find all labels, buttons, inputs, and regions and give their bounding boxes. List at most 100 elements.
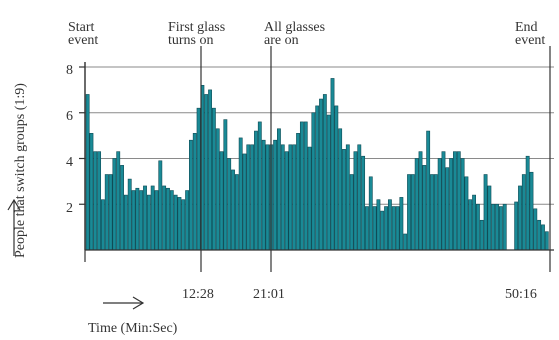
bar xyxy=(384,206,388,251)
bar xyxy=(192,133,197,251)
bar xyxy=(361,155,366,251)
bar xyxy=(234,174,239,251)
bar xyxy=(211,107,216,251)
bar xyxy=(353,151,358,251)
x-tick-label-50-16: 50:16 xyxy=(505,287,537,302)
bar xyxy=(265,144,270,251)
bar xyxy=(162,185,167,251)
bar xyxy=(521,174,526,251)
bar xyxy=(215,128,220,251)
bar xyxy=(101,199,105,251)
bar xyxy=(219,151,224,251)
bar xyxy=(441,151,446,251)
bar xyxy=(525,155,530,251)
y-tick-label-4: 4 xyxy=(66,155,73,170)
bar xyxy=(257,121,262,251)
bar xyxy=(334,105,339,251)
event-label-first-glass: First glass turns on xyxy=(168,20,229,48)
bar xyxy=(338,128,343,251)
bar xyxy=(387,199,392,251)
bar xyxy=(89,133,94,251)
bar xyxy=(518,185,522,251)
bar xyxy=(150,185,155,251)
bar xyxy=(97,151,102,251)
bar xyxy=(483,174,488,251)
bar xyxy=(380,210,385,251)
bar xyxy=(537,219,542,251)
bar xyxy=(204,94,209,251)
up-arrow-icon xyxy=(7,198,21,256)
bar xyxy=(273,139,278,251)
x-tick-label-21-01: 21:01 xyxy=(253,287,285,302)
bar xyxy=(541,224,545,251)
event-label-end: End event xyxy=(515,20,545,48)
bar xyxy=(368,176,373,251)
bar xyxy=(303,121,308,251)
bar xyxy=(196,107,201,251)
bar xyxy=(529,171,534,251)
event-label-all-glasses: All glasses are on xyxy=(264,20,329,48)
bar xyxy=(158,160,163,251)
bar xyxy=(464,176,469,251)
bar xyxy=(422,165,427,251)
bar xyxy=(261,139,266,251)
bar xyxy=(445,167,450,251)
bar xyxy=(166,187,170,251)
bar xyxy=(315,105,320,251)
bar xyxy=(246,144,251,251)
bar xyxy=(407,174,411,251)
bar xyxy=(533,208,538,251)
bar xyxy=(154,190,159,251)
bar xyxy=(254,130,258,251)
bar xyxy=(307,146,312,251)
bar xyxy=(502,203,507,251)
bar xyxy=(468,199,473,251)
bar xyxy=(319,98,323,251)
x-tick-label-12-28: 12:28 xyxy=(182,287,214,302)
bar xyxy=(185,190,190,251)
bar xyxy=(479,219,484,251)
bar xyxy=(181,199,186,251)
bar xyxy=(227,158,232,251)
bar xyxy=(299,121,304,251)
x-axis-title: Time (Min:Sec) xyxy=(88,321,178,336)
event-label-start: Start event xyxy=(68,20,98,48)
bar xyxy=(498,206,503,251)
bar xyxy=(376,199,381,251)
bar xyxy=(104,174,109,251)
bar xyxy=(326,114,331,251)
bar xyxy=(189,139,193,251)
bar xyxy=(418,151,423,251)
bar xyxy=(460,158,465,251)
bar xyxy=(169,190,174,251)
event-markers xyxy=(84,46,551,272)
bar xyxy=(284,151,289,251)
bar xyxy=(487,185,492,251)
bar xyxy=(280,144,285,251)
bar xyxy=(357,144,362,251)
right-arrow-icon xyxy=(103,296,145,310)
bar xyxy=(277,128,281,251)
bar xyxy=(391,206,396,251)
bar xyxy=(93,151,98,251)
bar xyxy=(403,233,408,251)
bar xyxy=(456,151,461,251)
bar xyxy=(426,130,431,251)
bar xyxy=(372,206,377,251)
bar xyxy=(116,151,121,251)
bar xyxy=(288,144,293,251)
y-tick-label-6: 6 xyxy=(66,109,73,124)
bar xyxy=(330,78,335,251)
bar xyxy=(430,174,434,251)
bar xyxy=(135,187,140,251)
bar xyxy=(345,144,350,251)
bar xyxy=(120,165,124,251)
bar xyxy=(395,206,400,251)
bar xyxy=(173,194,178,251)
bar xyxy=(85,94,90,251)
bar xyxy=(143,185,147,251)
y-tick-label-2: 2 xyxy=(66,201,73,216)
bar xyxy=(123,194,128,251)
bar xyxy=(238,137,243,251)
